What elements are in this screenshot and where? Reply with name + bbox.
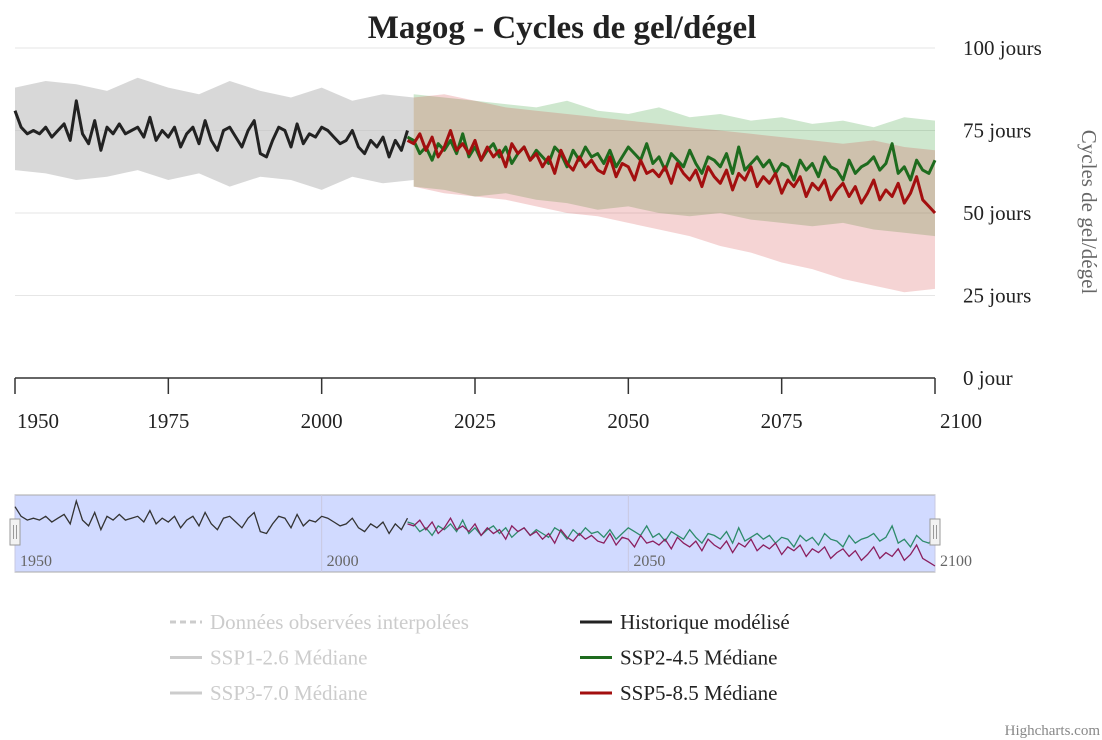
legend-label: Historique modélisé [620,610,790,634]
navigator-mask [14,494,936,573]
legend-item[interactable]: SSP2-4.5 Médiane [580,646,778,670]
legend-label: SSP5-8.5 Médiane [620,681,778,705]
x-tick-label: 2000 [301,409,343,433]
navigator-tick-label: 2050 [633,553,665,570]
legend-item[interactable]: Historique modélisé [580,610,790,634]
navigator-tick-label: 2100 [940,553,972,570]
y-tick-label: 25 jours [963,284,1031,308]
range-band [15,77,414,190]
chart-title: Magog - Cycles de gel/dégel [368,10,757,46]
navigator-line [14,498,409,535]
legend-item[interactable]: Données observées interpolées [170,610,469,634]
y-axis-title: Cycles de gel/dégel [1077,130,1101,295]
x-tick-label: 2075 [761,409,803,433]
navigator-tick-label: 1950 [20,553,52,570]
y-tick-label: 75 jours [963,119,1031,143]
navigator-line [407,518,936,549]
legend-label: SSP2-4.5 Médiane [620,646,778,670]
x-tick-label: 2100 [940,409,982,433]
legend-item[interactable]: SSP1-2.6 Médiane [170,646,368,670]
x-tick-label: 2025 [454,409,496,433]
legend-item[interactable]: SSP5-8.5 Médiane [580,681,778,705]
navigator-handle[interactable] [929,518,941,546]
series-line [406,132,937,182]
navigator-handle[interactable] [9,518,21,546]
legend-label: Données observées interpolées [210,610,469,634]
x-tick-label: 1975 [147,409,189,433]
x-tick-label: 1950 [17,409,59,433]
y-tick-label: 50 jours [963,201,1031,225]
x-tick-label: 2050 [607,409,649,433]
range-band [413,94,935,293]
legend-label: SSP1-2.6 Médiane [210,646,368,670]
legend-label: SSP3-7.0 Médiane [210,681,368,705]
series-line [406,129,937,215]
credits[interactable]: Highcharts.com [1005,723,1101,739]
navigator-line [407,516,936,567]
navigator-tick-label: 2000 [327,553,359,570]
y-tick-label: 0 jour [963,366,1013,390]
y-tick-label: 100 jours [963,36,1042,60]
range-band [413,94,935,237]
legend-item[interactable]: SSP3-7.0 Médiane [170,681,368,705]
series-line [13,99,409,159]
